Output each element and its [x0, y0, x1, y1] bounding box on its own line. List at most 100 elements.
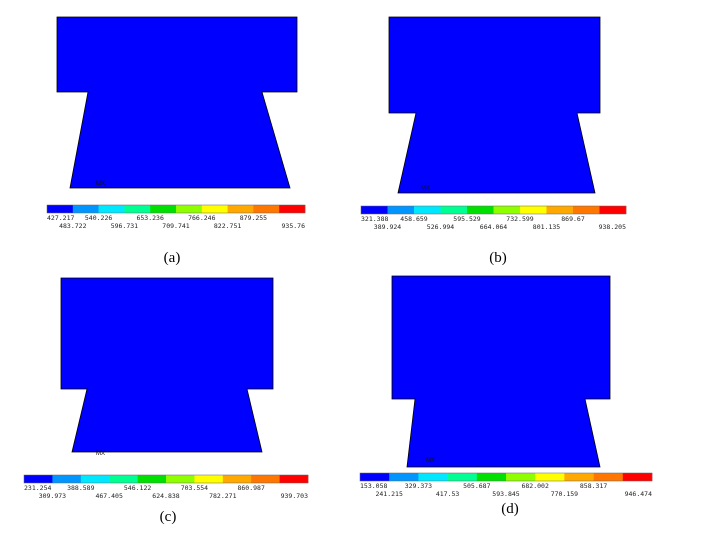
colorbar-swatch	[389, 473, 419, 481]
colorbar-frame	[46, 204, 306, 214]
colorbar-swatch	[493, 206, 521, 214]
part-outline	[388, 16, 601, 194]
colorbar-swatch	[622, 473, 653, 481]
colorbar-tick-label: 682.002	[521, 482, 548, 490]
colorbar-swatch	[418, 473, 448, 481]
contour-band	[61, 278, 273, 452]
colorbar-a: 427.217 540.226 653.236 766.246 879.255 483.7…	[46, 204, 306, 230]
colorbar-tick-label: 869.67	[561, 215, 585, 223]
colorbar-swatch	[506, 473, 536, 481]
colorbar-swatch	[546, 206, 574, 214]
part-outline	[56, 16, 298, 189]
colorbar-swatch	[150, 205, 177, 213]
colorbar-tick-label: 596.731	[111, 222, 138, 230]
colorbar-tick-label: 540.226	[85, 214, 112, 222]
panel-a: MX 427.217 540.226 653.236 766.246 879.255 48…	[46, 16, 306, 266]
panel-label-c: (c)	[160, 509, 177, 525]
colorbar-swatch	[387, 206, 415, 214]
colorbar-tick-label: 770.159	[551, 490, 578, 498]
colorbar-c: 231.254 388.589 546.122 703.554 860.987 309.9…	[23, 474, 309, 500]
contour-plot-c	[60, 277, 274, 453]
colorbar-swatch	[52, 475, 82, 483]
colorbar-swatch	[535, 473, 565, 481]
part-outline	[391, 275, 611, 468]
colorbar-swatch	[467, 206, 494, 214]
colorbar-swatch	[520, 206, 547, 214]
colorbar-tick-label: 546.122	[124, 484, 151, 492]
colorbar-tick-label: 946.474	[625, 490, 652, 498]
colorbar-frame	[23, 474, 309, 484]
colorbar-tick-label: 467.405	[95, 492, 122, 500]
colorbar-swatch	[227, 205, 254, 213]
colorbar-tick-label: 858.317	[580, 482, 607, 490]
colorbar-swatch	[72, 205, 99, 213]
colorbar-swatch	[47, 205, 74, 213]
colorbar-swatch	[201, 205, 228, 213]
colorbar-swatch	[253, 205, 280, 213]
colorbar-tick-label: 505.687	[463, 482, 490, 490]
colorbar-swatch	[440, 206, 468, 214]
panel-label-b: (b)	[489, 250, 507, 266]
mx-marker-a: MX	[96, 181, 105, 187]
colorbar-tick-label: 427.217	[47, 214, 74, 222]
colorbar-swatch	[573, 206, 600, 214]
panel-d: MX 153.058 329.373 505.687 682.002 858.317 24…	[359, 275, 653, 517]
colorbar-swatch	[251, 475, 280, 483]
colorbar-tick-label: 329.373	[405, 482, 432, 490]
colorbar-tick-label: 782.271	[209, 492, 236, 500]
colorbar-tick-label: 309.973	[39, 492, 66, 500]
colorbar-tick-label: 593.845	[492, 490, 519, 498]
colorbar-tick-label: 231.254	[24, 484, 51, 492]
colorbar-frame	[360, 205, 627, 215]
colorbar-tick-label: 935.76	[282, 222, 306, 230]
colorbar-swatch	[166, 475, 195, 483]
colorbar-tick-label: 801.135	[533, 223, 560, 231]
colorbar-tick-label: 860.987	[237, 484, 264, 492]
colorbar-swatch	[476, 473, 507, 481]
colorbar-swatch	[279, 205, 306, 213]
colorbar-d: 153.058 329.373 505.687 682.002 858.317 241.2…	[359, 472, 653, 498]
contour-band	[389, 17, 600, 193]
mx-marker-d: MX	[426, 458, 435, 464]
colorbar-tick-label: 938.205	[599, 223, 626, 231]
colorbar-tick-label: 732.599	[506, 215, 533, 223]
colorbar-tick-label: 458.659	[400, 215, 427, 223]
colorbar-b: 321.388 458.659 595.529 732.599 869.67 389.92…	[360, 205, 627, 231]
panel-label-a: (a)	[164, 250, 181, 266]
colorbar-swatch	[98, 205, 125, 213]
colorbar-swatch	[80, 475, 110, 483]
panel-label-d: (d)	[501, 501, 519, 517]
colorbar-tick-label: 389.924	[374, 223, 401, 231]
colorbar-swatch	[109, 475, 138, 483]
colorbar-tick-label: 709.741	[162, 222, 189, 230]
colorbar-swatch	[222, 475, 252, 483]
contour-plot-d	[391, 275, 611, 468]
panel-b: MX 321.388 458.659 595.529 732.599 869.67 389…	[360, 16, 627, 266]
colorbar-tick-label: 822.751	[214, 222, 241, 230]
colorbar-swatch	[361, 206, 388, 214]
colorbar-tick-label: 483.722	[59, 222, 86, 230]
colorbar-swatch	[24, 475, 53, 483]
colorbar-swatch	[593, 473, 624, 481]
panel-c: MX 231.254 388.589 546.122 703.554 860.987 30…	[23, 277, 309, 525]
colorbar-tick-label: 766.246	[188, 214, 215, 222]
colorbar-tick-label: 595.529	[453, 215, 480, 223]
colorbar-tick-label: 321.388	[361, 215, 388, 223]
part-outline	[60, 277, 274, 453]
colorbar-swatch	[279, 475, 309, 483]
colorbar-swatch	[599, 206, 627, 214]
colorbar-swatch	[564, 473, 594, 481]
colorbar-swatch	[414, 206, 441, 214]
colorbar-swatch	[124, 205, 151, 213]
contour-plot-b	[388, 16, 601, 194]
contour-band	[57, 17, 297, 188]
colorbar-swatch	[176, 205, 203, 213]
colorbar-tick-label: 703.554	[181, 484, 208, 492]
colorbar-swatch	[360, 473, 390, 481]
contour-plot-a	[56, 16, 298, 189]
contour-band	[392, 276, 610, 467]
colorbar-tick-label: 664.064	[480, 223, 507, 231]
colorbar-tick-label: 417.53	[436, 490, 460, 498]
colorbar-tick-label: 879.255	[240, 214, 267, 222]
mx-marker-b: MX	[421, 186, 430, 192]
